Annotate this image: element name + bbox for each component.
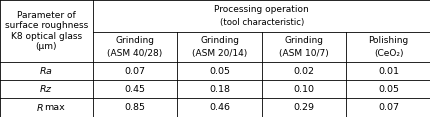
- Text: Grinding: Grinding: [284, 36, 323, 45]
- Text: Parameter of
surface roughness
K8 optical glass
(μm): Parameter of surface roughness K8 optica…: [5, 11, 88, 51]
- Text: (ASM 40/28): (ASM 40/28): [107, 49, 162, 58]
- Text: (ASM 10/7): (ASM 10/7): [279, 49, 328, 58]
- Text: Processing operation: Processing operation: [214, 5, 308, 14]
- Text: (tool characteristic): (tool characteristic): [219, 18, 303, 27]
- Text: 0.18: 0.18: [209, 84, 230, 93]
- Text: 0.10: 0.10: [293, 84, 314, 93]
- Text: max: max: [44, 103, 65, 112]
- Text: 0.05: 0.05: [378, 84, 398, 93]
- Text: Grinding: Grinding: [115, 36, 154, 45]
- Text: 0.07: 0.07: [378, 103, 398, 112]
- Text: Polishing: Polishing: [368, 36, 408, 45]
- Text: 0.29: 0.29: [293, 103, 314, 112]
- Text: 0.85: 0.85: [124, 103, 145, 112]
- Text: Grinding: Grinding: [200, 36, 239, 45]
- Text: 0.02: 0.02: [293, 66, 314, 75]
- Text: $Rz$: $Rz$: [40, 84, 53, 95]
- Text: 0.01: 0.01: [378, 66, 398, 75]
- Text: 0.45: 0.45: [124, 84, 145, 93]
- Text: (ASM 20/14): (ASM 20/14): [191, 49, 246, 58]
- Text: $Ra$: $Ra$: [39, 66, 53, 77]
- Text: 0.07: 0.07: [124, 66, 145, 75]
- Text: 0.05: 0.05: [209, 66, 230, 75]
- Text: 0.46: 0.46: [209, 103, 230, 112]
- Text: (CeO₂): (CeO₂): [373, 49, 402, 58]
- Text: $R$: $R$: [36, 102, 43, 113]
